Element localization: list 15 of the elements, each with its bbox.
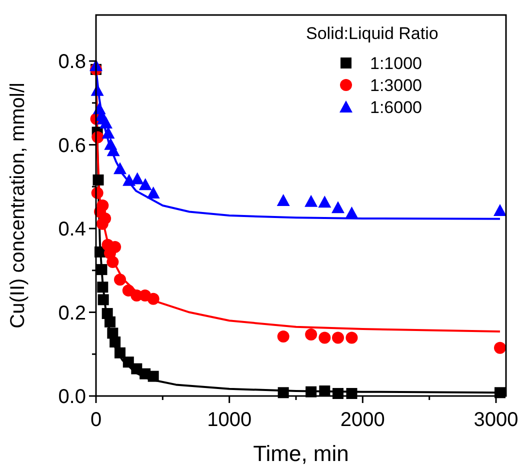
x-tick-label: 2000 (340, 409, 385, 431)
legend-label: 1:1000 (370, 54, 422, 73)
x-axis-title: Time, min (253, 441, 349, 466)
x-tick-label: 1000 (207, 409, 252, 431)
x-tick-label: 0 (90, 409, 102, 431)
legend-label: 1:6000 (370, 98, 422, 117)
y-tick-label: 0.0 (58, 386, 86, 408)
x-tick-label: 3000 (474, 409, 518, 431)
y-axis-title: Cu(II) concentration, mmol/l (7, 82, 29, 328)
y-tick-label: 0.6 (58, 134, 86, 157)
legend-label: 1:3000 (370, 76, 422, 95)
y-tick-label: 0.2 (58, 302, 86, 324)
y-tick-label: 0.8 (58, 51, 86, 74)
y-tick-label: 0.4 (58, 218, 86, 241)
legend-title: Solid:Liquid Ratio (306, 24, 438, 43)
